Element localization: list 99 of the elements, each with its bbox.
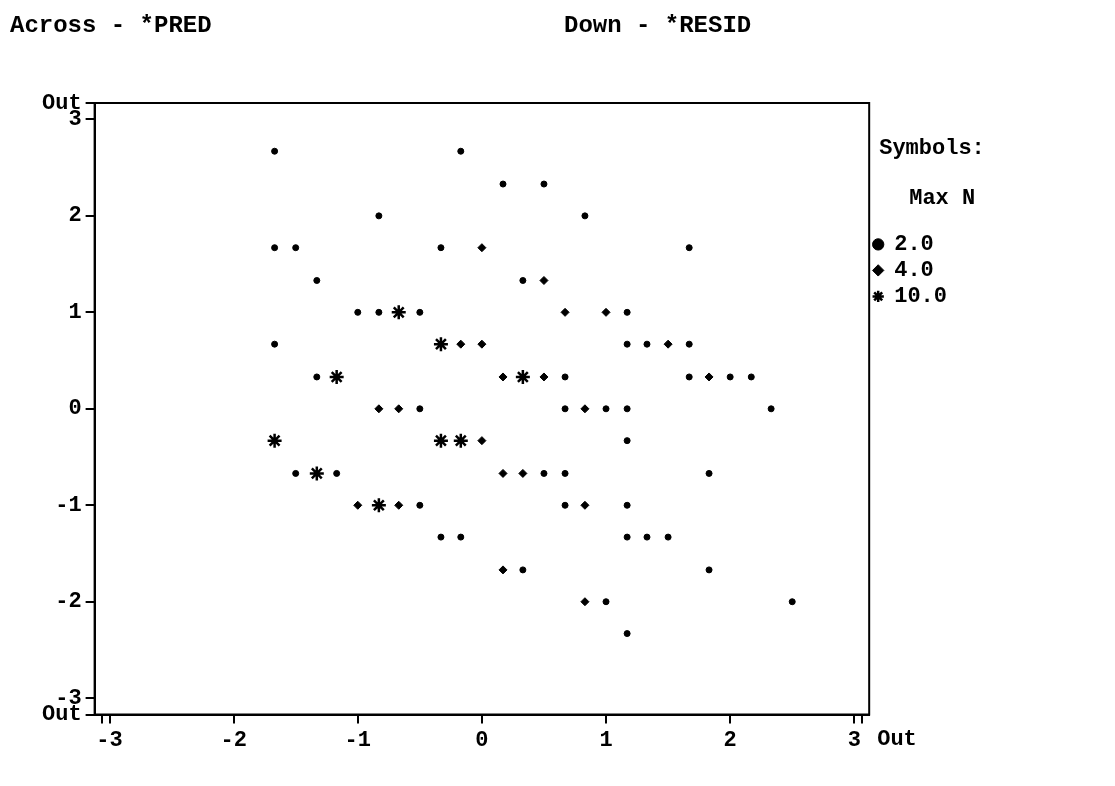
point [333, 469, 341, 477]
point [623, 630, 631, 638]
point [457, 147, 465, 155]
point [292, 469, 300, 477]
point [539, 372, 549, 382]
text: Out [877, 727, 917, 753]
point [354, 308, 362, 316]
point [498, 468, 508, 478]
y-tick-label: -2 [55, 589, 82, 615]
point [416, 405, 424, 413]
point [580, 597, 590, 607]
point [580, 500, 590, 510]
point [271, 147, 279, 155]
point [498, 372, 508, 382]
point [705, 469, 713, 477]
point [705, 566, 713, 574]
point [623, 308, 631, 316]
x-tick-label: -1 [344, 728, 371, 754]
text: Max N [909, 185, 976, 211]
point [704, 372, 714, 382]
point [561, 469, 569, 477]
point [499, 180, 507, 188]
chart-subtitle: Down - *RESID [564, 12, 752, 39]
x-tick-label: -3 [96, 728, 123, 754]
point [580, 404, 590, 414]
point [271, 244, 279, 252]
point [328, 368, 345, 386]
point [663, 339, 673, 349]
point [416, 308, 424, 316]
point [561, 501, 569, 509]
point [623, 340, 631, 348]
y-tick-label: -1 [55, 492, 82, 518]
point [457, 533, 465, 541]
legend-label: 10.0 [894, 283, 947, 309]
point [394, 404, 404, 414]
point [623, 405, 631, 413]
point [456, 339, 466, 349]
point [432, 432, 450, 449]
x-tick-label: 1 [599, 728, 613, 754]
y-tick-label: 0 [68, 396, 82, 422]
point [602, 598, 610, 606]
point [643, 533, 651, 541]
point [643, 340, 651, 348]
point [394, 500, 404, 510]
x-tick-label: 3 [847, 728, 861, 754]
point [477, 243, 487, 253]
point [437, 533, 445, 541]
point [540, 180, 548, 188]
point [313, 373, 321, 381]
point [498, 565, 508, 575]
point [602, 405, 610, 413]
point [308, 465, 326, 482]
point [664, 533, 672, 541]
point [477, 436, 487, 446]
point [540, 469, 548, 477]
point [432, 335, 450, 353]
point [623, 501, 631, 509]
point [375, 308, 383, 316]
point [514, 368, 532, 386]
point [726, 373, 734, 381]
point [374, 404, 384, 414]
point [353, 500, 363, 510]
point [747, 373, 755, 381]
legend-label: 2.0 [894, 231, 934, 257]
point [477, 339, 487, 349]
point [581, 212, 589, 220]
point [519, 277, 527, 284]
x-tick-label: 0 [475, 728, 489, 754]
chart-title: Across - *PRED [10, 12, 212, 39]
point [390, 304, 407, 321]
point [416, 501, 424, 509]
point [767, 405, 775, 413]
point [561, 373, 569, 381]
point [560, 307, 570, 317]
point [271, 340, 279, 348]
point [518, 468, 528, 478]
point [266, 432, 283, 449]
point [375, 212, 383, 220]
point [685, 244, 693, 252]
point [561, 405, 569, 413]
point [437, 244, 445, 252]
point [313, 277, 321, 284]
point [292, 244, 300, 252]
point [623, 437, 631, 445]
legend-label: 4.0 [894, 257, 934, 283]
point [601, 307, 611, 317]
x-tick-label: 2 [723, 728, 737, 754]
point [685, 340, 693, 348]
x-tick-label: -2 [220, 728, 247, 754]
point [685, 373, 693, 381]
legend-title: Symbols: [879, 135, 985, 161]
point [452, 432, 470, 449]
point [370, 497, 388, 514]
y-tick-label: 1 [68, 299, 82, 325]
point [623, 533, 631, 541]
y-tick-label: 2 [68, 203, 82, 229]
point [519, 566, 527, 574]
point [788, 598, 796, 606]
point [539, 276, 549, 285]
